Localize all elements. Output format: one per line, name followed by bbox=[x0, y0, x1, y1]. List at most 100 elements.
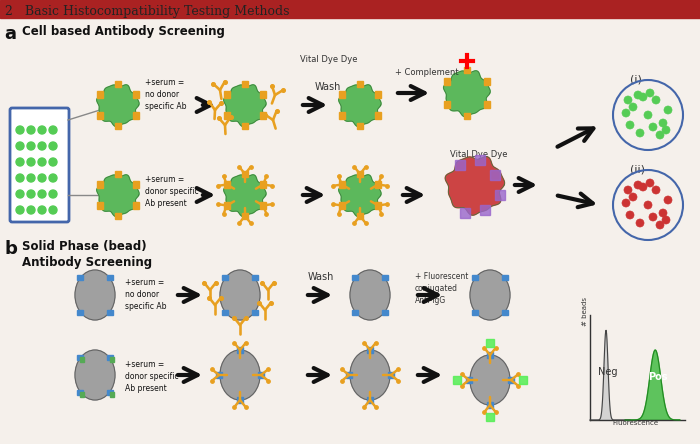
Ellipse shape bbox=[350, 270, 390, 320]
Bar bbox=[260, 112, 266, 119]
Bar bbox=[487, 352, 493, 358]
Bar bbox=[115, 81, 121, 87]
Bar bbox=[375, 202, 382, 209]
Bar bbox=[480, 205, 490, 215]
Bar bbox=[224, 202, 230, 209]
Text: Vital Dye Dye: Vital Dye Dye bbox=[450, 150, 508, 159]
Circle shape bbox=[38, 206, 46, 214]
Circle shape bbox=[646, 179, 654, 187]
Polygon shape bbox=[445, 157, 505, 215]
Bar bbox=[339, 181, 345, 188]
Bar bbox=[382, 274, 388, 280]
Bar bbox=[97, 202, 103, 209]
Circle shape bbox=[27, 174, 35, 182]
Bar bbox=[339, 202, 345, 209]
Ellipse shape bbox=[220, 350, 260, 400]
Circle shape bbox=[649, 213, 657, 221]
Ellipse shape bbox=[220, 270, 260, 320]
Polygon shape bbox=[339, 175, 381, 217]
Bar bbox=[368, 397, 373, 403]
Circle shape bbox=[644, 201, 652, 209]
Polygon shape bbox=[97, 85, 139, 127]
Bar bbox=[80, 357, 85, 361]
Text: # beads: # beads bbox=[582, 297, 588, 326]
Bar bbox=[475, 155, 485, 165]
Bar bbox=[224, 181, 230, 188]
Circle shape bbox=[27, 190, 35, 198]
Circle shape bbox=[652, 186, 660, 194]
Circle shape bbox=[16, 158, 24, 166]
Bar bbox=[242, 81, 248, 87]
Circle shape bbox=[38, 174, 46, 182]
Bar bbox=[357, 171, 363, 177]
Circle shape bbox=[644, 111, 652, 119]
Polygon shape bbox=[224, 85, 266, 127]
Text: b: b bbox=[4, 240, 17, 258]
Bar bbox=[80, 392, 85, 397]
Bar bbox=[133, 181, 139, 188]
Circle shape bbox=[634, 181, 642, 189]
Bar bbox=[107, 310, 113, 316]
Bar bbox=[444, 101, 450, 107]
Text: Pos: Pos bbox=[648, 372, 668, 382]
Bar bbox=[466, 377, 472, 383]
Ellipse shape bbox=[470, 270, 510, 320]
Ellipse shape bbox=[470, 355, 510, 405]
Bar bbox=[242, 213, 248, 219]
Bar bbox=[133, 112, 139, 119]
Polygon shape bbox=[444, 71, 490, 117]
Bar bbox=[389, 372, 394, 378]
Bar bbox=[237, 347, 243, 353]
Polygon shape bbox=[224, 175, 266, 217]
Bar bbox=[346, 372, 352, 378]
Bar bbox=[464, 113, 470, 119]
Circle shape bbox=[622, 109, 630, 117]
FancyBboxPatch shape bbox=[10, 108, 69, 222]
Polygon shape bbox=[97, 175, 139, 217]
Circle shape bbox=[629, 103, 637, 111]
Bar bbox=[224, 91, 230, 98]
Circle shape bbox=[38, 126, 46, 134]
Text: + Complement: + Complement bbox=[395, 68, 458, 77]
Bar bbox=[107, 274, 113, 280]
Text: + Fluorescent
conjugated
Anti-IgG: + Fluorescent conjugated Anti-IgG bbox=[415, 272, 468, 305]
Bar bbox=[508, 377, 514, 383]
Circle shape bbox=[27, 126, 35, 134]
Circle shape bbox=[27, 158, 35, 166]
Bar bbox=[110, 357, 114, 361]
Text: +serum =
donor specific
Ab present: +serum = donor specific Ab present bbox=[145, 175, 199, 208]
Circle shape bbox=[622, 199, 630, 207]
Circle shape bbox=[16, 126, 24, 134]
Bar bbox=[252, 274, 258, 280]
Bar bbox=[486, 339, 494, 347]
Ellipse shape bbox=[350, 350, 390, 400]
Circle shape bbox=[626, 121, 634, 129]
Text: Fluorescence: Fluorescence bbox=[612, 420, 658, 426]
Bar bbox=[473, 274, 478, 280]
Circle shape bbox=[16, 174, 24, 182]
Circle shape bbox=[652, 96, 660, 104]
Bar bbox=[78, 274, 83, 280]
Bar bbox=[107, 354, 113, 360]
Polygon shape bbox=[625, 350, 680, 420]
Circle shape bbox=[634, 91, 642, 99]
Bar bbox=[375, 181, 382, 188]
Bar bbox=[490, 170, 500, 180]
Text: +serum =
no donor
specific Ab: +serum = no donor specific Ab bbox=[145, 78, 186, 111]
Bar bbox=[224, 112, 230, 119]
Bar bbox=[339, 112, 345, 119]
Circle shape bbox=[662, 216, 670, 224]
Circle shape bbox=[656, 131, 664, 139]
Circle shape bbox=[656, 221, 664, 229]
Bar bbox=[352, 310, 358, 316]
Circle shape bbox=[624, 186, 632, 194]
Circle shape bbox=[636, 219, 644, 227]
Bar bbox=[107, 390, 113, 396]
Circle shape bbox=[16, 142, 24, 150]
Circle shape bbox=[626, 211, 634, 219]
Bar bbox=[110, 392, 114, 397]
Bar bbox=[502, 310, 508, 316]
Bar bbox=[487, 402, 493, 408]
Bar bbox=[252, 310, 258, 316]
Bar bbox=[223, 310, 228, 316]
